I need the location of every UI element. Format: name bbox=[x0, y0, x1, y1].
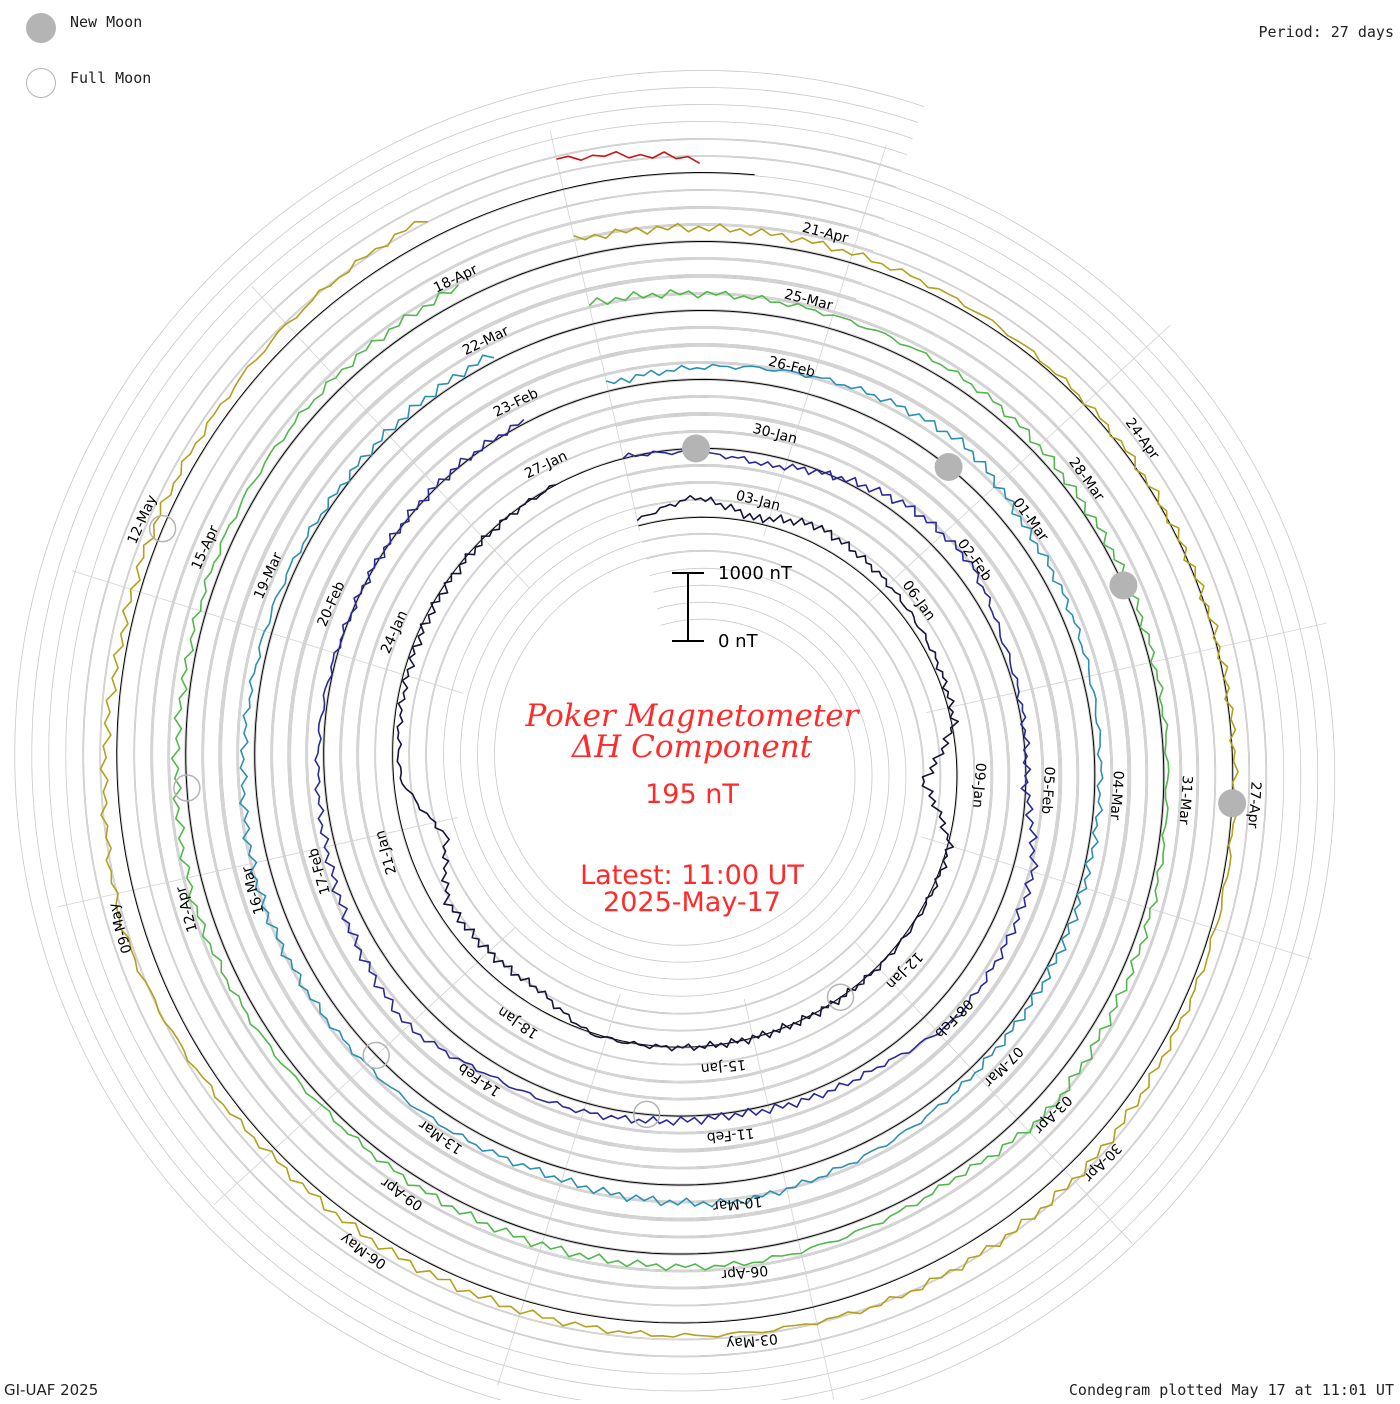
baseline-spiral bbox=[116, 171, 1234, 1324]
series-line bbox=[170, 284, 1170, 1272]
new-moon-marker bbox=[934, 453, 963, 481]
day-label: 03-May bbox=[725, 1330, 778, 1351]
scale-bar: 1000 nT 0 nT bbox=[672, 563, 793, 652]
day-label: 10-Mar bbox=[712, 1193, 763, 1214]
grid-spoke bbox=[497, 993, 621, 1386]
full-moon-legend-label: Full Moon bbox=[70, 69, 152, 87]
latest-time: Latest: 11:00 UT bbox=[580, 860, 804, 891]
credit-label: GI-UAF 2025 bbox=[4, 1381, 99, 1399]
scale-bar-top-label: 1000 nT bbox=[718, 563, 793, 584]
grid-spoke bbox=[763, 144, 887, 537]
period-label: Period: 27 days bbox=[1258, 23, 1394, 41]
grid-spiral bbox=[82, 138, 1268, 1358]
grid-spoke bbox=[743, 999, 835, 1400]
day-label: 09-Jan bbox=[969, 762, 988, 808]
grid-spiral bbox=[167, 223, 1183, 1273]
grid-spoke bbox=[920, 836, 1313, 960]
grid-spoke bbox=[868, 324, 1171, 603]
day-label: 11-Feb bbox=[706, 1124, 755, 1145]
new-moon-legend-label: New Moon bbox=[70, 13, 143, 31]
full-moon-marker bbox=[826, 983, 855, 1011]
day-label: 21-Jan bbox=[372, 828, 400, 876]
grid-spoke bbox=[854, 941, 1133, 1244]
grid-spiral bbox=[218, 274, 1132, 1222]
moon-layer bbox=[148, 434, 1247, 1129]
grid-spiral bbox=[201, 257, 1149, 1239]
chart-title-line1: Poker Magnetometer bbox=[525, 698, 861, 734]
series-layer bbox=[99, 151, 1239, 1338]
series-line bbox=[396, 484, 959, 1052]
series-line bbox=[314, 418, 1039, 1126]
series-line bbox=[99, 220, 1239, 1338]
grid-spoke bbox=[213, 927, 516, 1206]
chart-title-line2: ΔH Component bbox=[571, 729, 813, 765]
day-label: 27-Apr bbox=[1244, 781, 1263, 829]
day-label: 27-Jan bbox=[522, 448, 570, 482]
grid-spiral bbox=[133, 189, 1217, 1307]
full-moon-legend-icon bbox=[26, 68, 56, 98]
new-moon-marker bbox=[1218, 789, 1247, 818]
day-label: 15-Jan bbox=[700, 1056, 747, 1077]
grid-spiral bbox=[184, 240, 1166, 1256]
plotted-timestamp: Condegram plotted May 17 at 11:01 UT bbox=[1068, 1381, 1394, 1399]
day-label: 16-Mar bbox=[239, 864, 268, 916]
latest-date: 2025-May-17 bbox=[603, 887, 781, 918]
grid-spoke bbox=[57, 816, 458, 908]
grid-spiral bbox=[14, 70, 1336, 1404]
new-moon-legend-icon bbox=[26, 13, 56, 43]
day-label: 04-Mar bbox=[1107, 770, 1127, 821]
full-moon-marker bbox=[362, 1041, 390, 1070]
scale-bar-bottom-label: 0 nT bbox=[718, 631, 759, 652]
grid-spoke bbox=[926, 622, 1327, 714]
day-label: 31-Mar bbox=[1175, 775, 1195, 826]
day-label: 18-Jan bbox=[495, 1003, 541, 1042]
grid-spiral bbox=[31, 87, 1319, 1404]
grid-spoke bbox=[549, 130, 641, 531]
current-value: 195 nT bbox=[645, 779, 739, 810]
day-label: 06-Apr bbox=[720, 1262, 768, 1283]
grid-spiral bbox=[65, 121, 1285, 1375]
full-moon-marker bbox=[632, 1100, 661, 1129]
day-label: 17-Feb bbox=[306, 846, 334, 896]
day-label: 09-May bbox=[106, 901, 136, 955]
full-moon-marker bbox=[173, 774, 201, 802]
new-moon-marker bbox=[1109, 571, 1138, 600]
center-info: Poker Magnetometer ΔH Component 195 nT L… bbox=[525, 698, 861, 918]
new-moon-marker bbox=[682, 434, 710, 463]
series-line bbox=[556, 151, 700, 164]
grid-spiral bbox=[150, 206, 1200, 1290]
full-moon-marker bbox=[148, 514, 177, 543]
grid-spoke bbox=[71, 570, 464, 694]
grid-layer bbox=[14, 70, 1336, 1404]
day-label: 05-Feb bbox=[1038, 766, 1057, 815]
day-label: 24-Jan bbox=[378, 608, 411, 656]
series-line bbox=[239, 354, 1104, 1208]
